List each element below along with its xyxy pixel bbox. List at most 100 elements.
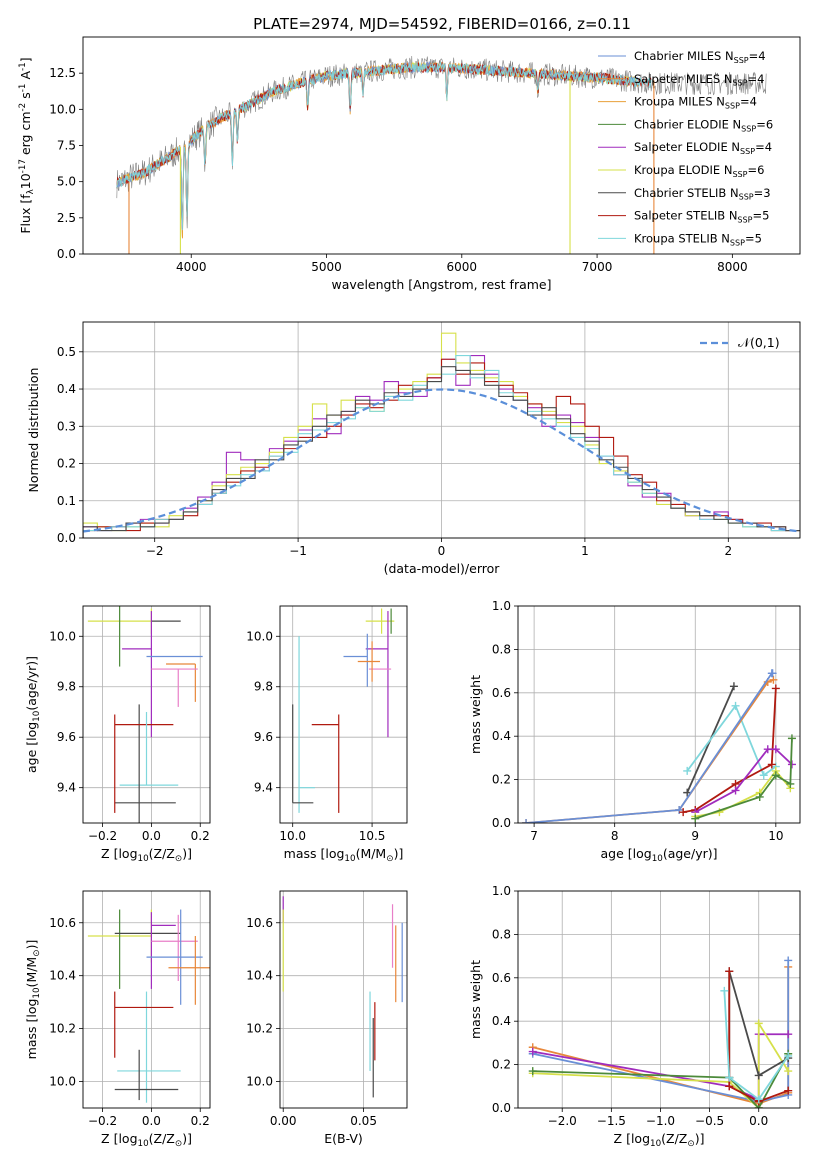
label-part: =6 xyxy=(748,163,765,177)
label-part: (M/M xyxy=(356,846,387,861)
y-tick-label: 10.0 xyxy=(49,1075,76,1089)
massweight-vs-Z-axes: −2.0 −1.5 −1.0 −0.5 0.0 0.0 0.2 0.4 0.6 0.8 1.0 Z [… xyxy=(468,884,801,1149)
weight-point-marker xyxy=(784,956,793,965)
y-tick-label: 10.2 xyxy=(49,1022,76,1036)
legend-entry: Chabrier STELIB NSSP=3 xyxy=(634,186,771,202)
y-tick-label: 0.1 xyxy=(57,494,76,508)
x-tick-label: −1.0 xyxy=(646,1114,675,1128)
label-part: 10 xyxy=(18,173,33,189)
weight-series-line xyxy=(532,1020,789,1108)
label-part: -17 xyxy=(18,159,28,173)
label-part: ⊙ xyxy=(175,854,182,864)
axes-frame xyxy=(279,605,408,824)
label-part: λ xyxy=(26,189,36,194)
residuals-axes: −2 −1 0 1 2 0.0 0.1 0.2 0.3 0.4 0.5 (data-model)/er… xyxy=(26,321,801,576)
weight-series-line xyxy=(525,672,773,823)
y-axis-label: Normed distribution xyxy=(26,368,41,493)
x-tick-label: −0.2 xyxy=(88,1114,117,1128)
x-axis-label: (data-model)/error xyxy=(384,561,501,576)
spectrum-axes: 4000 5000 6000 7000 8000 0.0 2.5 5.0 7.5 10.0 12.5… xyxy=(18,36,801,292)
weight-point-marker xyxy=(683,766,692,775)
y-tick-label: 7.5 xyxy=(57,139,76,153)
y-tick-label: 9.6 xyxy=(57,730,76,744)
x-tick-label: −2 xyxy=(146,544,164,558)
x-axis-label: Z [log10(Z/Z⊙)] xyxy=(614,1131,705,1149)
label-part: =3 xyxy=(754,186,771,200)
weight-point-marker xyxy=(675,805,684,814)
label-part: (data-model)/error xyxy=(384,561,501,576)
weight-point-marker xyxy=(769,675,778,684)
label-part: ⊙ xyxy=(32,949,42,956)
axes-frame xyxy=(82,605,211,824)
label-part: wavelength [Angstrom, rest frame] xyxy=(331,277,551,292)
x-tick-label: 5000 xyxy=(311,260,342,274)
label-part: mass [log xyxy=(24,999,39,1060)
label-part: =4 xyxy=(740,95,757,109)
y-axis-label: mass [log10(M/M⊙)] xyxy=(24,940,42,1060)
weight-point-marker xyxy=(720,986,729,995)
label-part: age [log xyxy=(24,722,39,773)
label-part: =5 xyxy=(745,231,762,245)
label-part: SSP xyxy=(730,238,745,247)
label-part: age [log xyxy=(600,846,651,861)
x-axis-label: age [log10(age/yr)] xyxy=(600,846,717,864)
label-part: 10 xyxy=(138,1139,149,1149)
legend-entry: Kroupa MILES NSSP=4 xyxy=(634,95,757,111)
x-tick-label: 9 xyxy=(691,829,699,843)
weight-point-marker xyxy=(784,1051,793,1060)
y-tick-label: 10.0 xyxy=(246,629,273,643)
y-tick-label: 0.8 xyxy=(492,927,511,941)
label-part: Kroupa MILES N xyxy=(634,95,725,109)
weight-series-line xyxy=(532,1053,789,1108)
y-tick-label: 9.6 xyxy=(254,730,273,744)
y-tick-label: 0.8 xyxy=(492,642,511,656)
label-part: )] xyxy=(695,1131,705,1146)
x-tick-label: −0.5 xyxy=(695,1114,724,1128)
label-part: ⊙ xyxy=(386,854,393,864)
histogram-step-line xyxy=(83,366,800,538)
label-part: ⊙ xyxy=(175,1139,182,1149)
y-tick-label: 0.0 xyxy=(57,247,76,261)
x-tick-label: 0.0 xyxy=(142,829,161,843)
spectrum-plot-area xyxy=(116,55,767,254)
label-part: =4 xyxy=(749,49,766,63)
y-tick-label: 0.2 xyxy=(492,1058,511,1072)
label-part: 𝒩(0,1) xyxy=(738,335,780,350)
label-part: Kroupa ELODIE N xyxy=(634,163,732,177)
label-part: (Z/Z xyxy=(661,1131,687,1146)
axes-frame xyxy=(517,890,801,1109)
weight-series-line xyxy=(686,703,777,777)
y-tick-label: 0.0 xyxy=(57,531,76,545)
data-spectrum-line xyxy=(116,55,767,229)
weight-point-marker xyxy=(771,684,780,693)
axes-frame xyxy=(517,605,801,824)
label-part: ⊙ xyxy=(687,1139,694,1149)
label-part: SSP xyxy=(725,101,740,110)
y-tick-label: 10.6 xyxy=(246,916,273,930)
normal-curve-line xyxy=(83,388,800,533)
legend-entry: Salpeter ELODIE NSSP=4 xyxy=(634,140,772,156)
label-part: SSP xyxy=(741,124,756,133)
y-tick-label: 1.0 xyxy=(492,884,511,898)
mass-vs-Z-plot-area xyxy=(87,909,210,1103)
label-part: -2 xyxy=(18,103,28,112)
y-tick-label: 10.4 xyxy=(246,969,273,983)
x-tick-label: 1 xyxy=(581,544,589,558)
label-part: =6 xyxy=(756,117,773,131)
legend-entry: Chabrier MILES NSSP=4 xyxy=(634,49,766,65)
label-part: (age/yr)] xyxy=(24,656,39,711)
label-part: Salpeter MILES N xyxy=(634,72,732,86)
weight-point-marker xyxy=(528,1047,537,1056)
label-part: 10 xyxy=(138,854,149,864)
weight-point-marker xyxy=(768,669,777,678)
label-part: SSP xyxy=(732,170,747,179)
y-tick-label: 0.6 xyxy=(492,971,511,985)
y-tick-label: 0.6 xyxy=(492,686,511,700)
label-part: mass weight xyxy=(468,675,483,754)
weight-point-marker xyxy=(786,779,795,788)
y-tick-label: 0.3 xyxy=(57,419,76,433)
weight-point-marker xyxy=(522,819,531,823)
x-tick-label: 0 xyxy=(438,544,446,558)
